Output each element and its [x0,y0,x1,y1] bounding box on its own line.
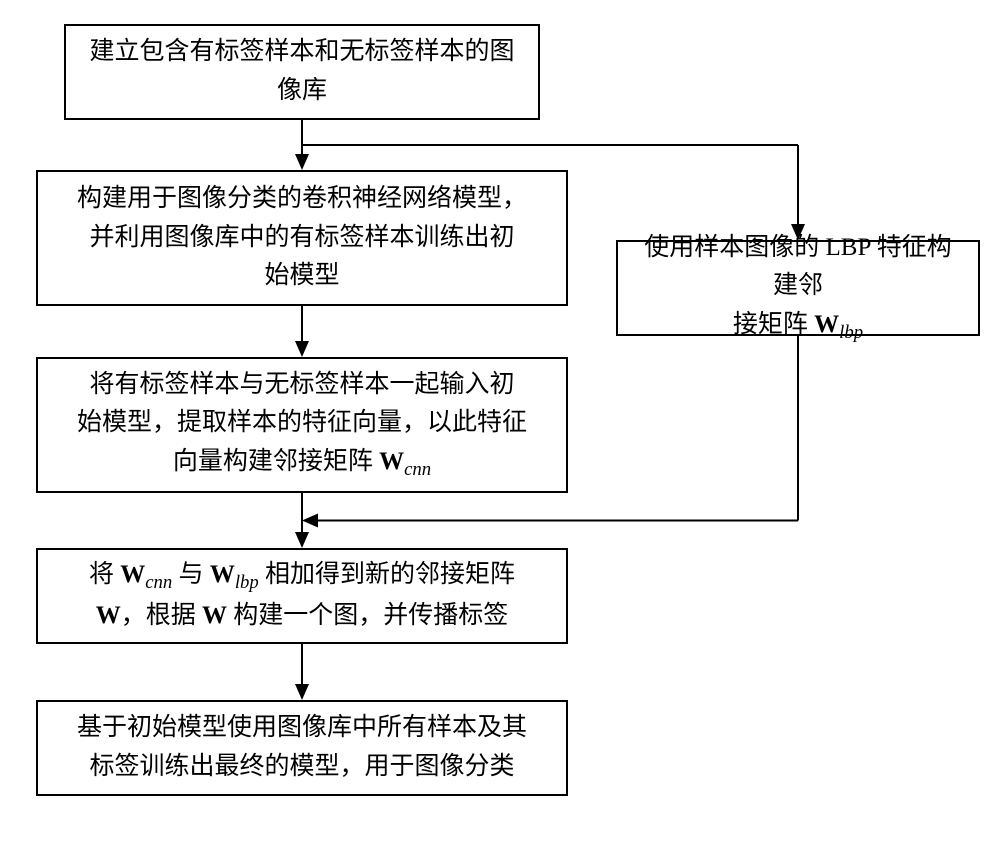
node-combine-matrices-propagate: 将 Wcnn 与 Wlbp 相加得到新的邻接矩阵W，根据 W 构建一个图，并传播… [36,548,568,644]
node-text: 建立包含有标签样本和无标签样本的图 像库 [89,33,514,111]
node-text: 将 Wcnn 与 Wlbp 相加得到新的邻接矩阵W，根据 W 构建一个图，并传播… [89,556,515,636]
node-extract-features-wcnn: 将有标签样本与无标签样本一起输入初始模型，提取样本的特征向量，以此特征向量构建邻… [36,357,568,493]
node-text: 将有标签样本与无标签样本一起输入初始模型，提取样本的特征向量，以此特征向量构建邻… [77,366,527,485]
node-establish-image-library: 建立包含有标签样本和无标签样本的图 像库 [64,24,540,120]
node-text: 基于初始模型使用图像库中所有样本及其 标签训练出最终的模型，用于图像分类 [77,709,527,787]
node-train-final-model: 基于初始模型使用图像库中所有样本及其 标签训练出最终的模型，用于图像分类 [36,700,568,796]
node-build-cnn-model: 构建用于图像分类的卷积神经网络模型， 并利用图像库中的有标签样本训练出初 始模型 [36,170,568,306]
node-text: 构建用于图像分类的卷积神经网络模型， 并利用图像库中的有标签样本训练出初 始模型 [77,180,527,296]
node-text: 使用样本图像的 LBP 特征构建邻接矩阵 Wlbp [636,229,960,348]
node-build-lbp-wlbp: 使用样本图像的 LBP 特征构建邻接矩阵 Wlbp [616,240,980,336]
